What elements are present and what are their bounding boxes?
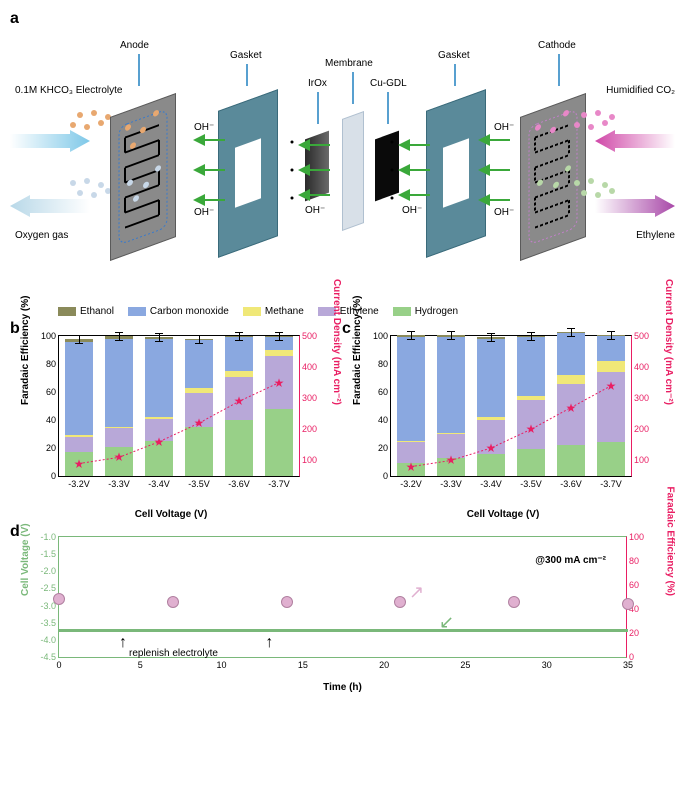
gasket-left-pointer — [246, 64, 248, 86]
legend-item: Carbon monoxide — [128, 306, 229, 317]
chart-d-ylabel-left: Cell Voltage (V) — [20, 523, 31, 596]
dots-lightblue — [68, 175, 113, 205]
ethylene-label: Ethylene — [636, 230, 675, 241]
dots-orange — [68, 105, 113, 135]
chart-d-ylabel-right: Faradaic Efficiency (%) — [664, 487, 675, 596]
chart-c-xlabel: Cell Voltage (V) — [342, 509, 664, 520]
legend-item: Hydrogen — [393, 306, 458, 317]
cugdl-label: Cu-GDL — [370, 78, 407, 89]
oh-label-5: OH⁻ — [494, 122, 514, 133]
panel-a-schematic: 0.1M KHCO₃ Electrolyte Oxygen gas Anode … — [10, 10, 675, 300]
legend: Ethanol Carbon monoxide Methane Ethylene Hyd… — [58, 306, 675, 317]
dots-in-anode — [118, 91, 168, 219]
irox-label: IrOx — [308, 78, 327, 89]
oh-label-4: OH⁻ — [402, 205, 422, 216]
oxygen-label: Oxygen gas — [15, 230, 68, 241]
electrolyte-label: 0.1M KHCO₃ Electrolyte — [15, 85, 122, 96]
dots-pink — [572, 105, 617, 135]
oh-label-3: OH⁻ — [305, 205, 325, 216]
chart-b-ylabel-right: Current Density (mA cm⁻²) — [331, 279, 342, 405]
chart-c-ylabel-right: Current Density (mA cm⁻²) — [663, 279, 674, 405]
cathode-label: Cathode — [538, 40, 576, 51]
oh-label-2: OH⁻ — [194, 207, 214, 218]
chart-b-xlabel: Cell Voltage (V) — [10, 509, 332, 520]
chart-d-xlabel: Time (h) — [10, 682, 675, 693]
legend-item: Ethylene — [318, 306, 379, 317]
chart-c: c Faradaic Efficiency (%) Current Densit… — [342, 325, 664, 520]
gasket-right-label: Gasket — [438, 50, 470, 61]
legend-item: Ethanol — [58, 306, 114, 317]
chart-b: b Faradaic Efficiency (%) Current Densit… — [10, 325, 332, 520]
chart-d: d Cell Voltage (V) Faradaic Efficiency (… — [10, 528, 675, 693]
oh-label-1: OH⁻ — [194, 122, 214, 133]
chart-b-ylabel-left: Faradaic Efficiency (%) — [20, 296, 31, 405]
membrane-label: Membrane — [325, 58, 373, 69]
chart-c-ylabel-left: Faradaic Efficiency (%) — [352, 296, 363, 405]
dots-in-cathode — [528, 91, 578, 219]
legend-item: Methane — [243, 306, 304, 317]
oh-label-6: OH⁻ — [494, 207, 514, 218]
anode-pointer — [138, 54, 140, 86]
gasket-right-pointer — [454, 64, 456, 86]
co2-label: Humidified CO₂ — [606, 85, 675, 96]
cathode-pointer — [558, 54, 560, 86]
oh-arrows — [180, 100, 515, 240]
anode-label: Anode — [120, 40, 149, 51]
gasket-left-label: Gasket — [230, 50, 262, 61]
dots-green — [572, 175, 617, 205]
